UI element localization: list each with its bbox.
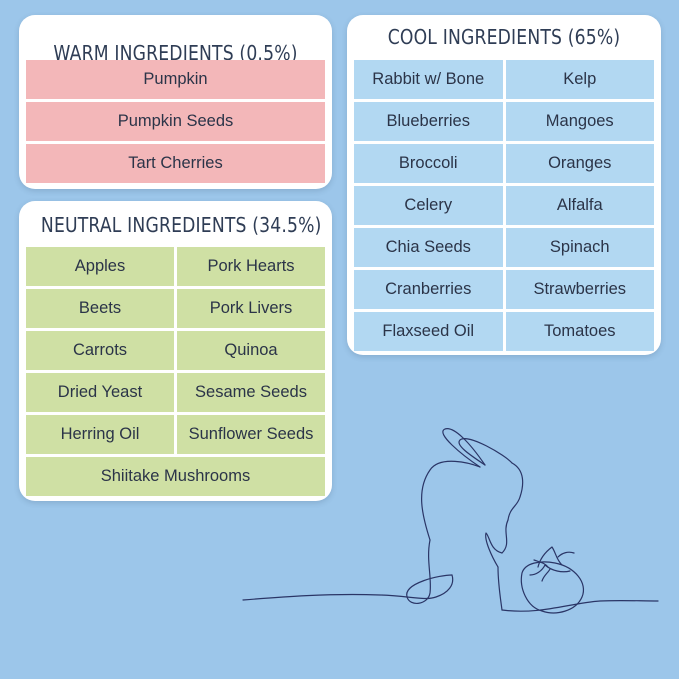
ingredient-cell: Alfalfa [505,186,654,225]
ingredient-cell: Oranges [505,144,654,183]
ingredient-cell: Sunflower Seeds [177,415,325,454]
ingredient-cell: Strawberries [505,270,654,309]
ingredient-cell: Tart Cherries [26,144,325,183]
cool-ingredients-card: COOL INGREDIENTS (65%) Rabbit w/ Bone Ke… [347,15,661,355]
warm-ingredients-list: Pumpkin Pumpkin Seeds Tart Cherries [26,60,325,183]
ingredient-cell: Apples [26,247,174,286]
ingredient-cell: Pork Hearts [177,247,325,286]
ingredient-cell: Herring Oil [26,415,174,454]
ingredient-cell: Broccoli [354,144,503,183]
neutral-ingredients-list: Apples Pork Hearts Beets Pork Livers Car… [26,247,325,496]
neutral-ingredients-card: NEUTRAL INGREDIENTS (34.5%) Apples Pork … [19,201,332,501]
ingredient-cell: Flaxseed Oil [354,312,503,351]
ingredient-cell: Beets [26,289,174,328]
ingredient-cell: Dried Yeast [26,373,174,412]
ingredient-cell: Celery [354,186,503,225]
ingredient-cell: Rabbit w/ Bone [354,60,503,99]
ingredient-cell: Blueberries [354,102,503,141]
ingredient-cell: Carrots [26,331,174,370]
ingredient-cell: Sesame Seeds [177,373,325,412]
ingredient-cell: Cranberries [354,270,503,309]
ingredient-cell: Pumpkin [26,60,325,99]
cool-ingredients-title: COOL INGREDIENTS (65%) [387,25,621,49]
ingredient-cell: Spinach [505,228,654,267]
neutral-ingredients-title: NEUTRAL INGREDIENTS (34.5%) [40,213,322,237]
rabbit-tomato-illustration-icon [242,428,659,614]
ingredient-cell: Pumpkin Seeds [26,102,325,141]
cool-ingredients-list: Rabbit w/ Bone Kelp Blueberries Mangoes … [354,60,654,351]
ingredient-cell: Shiitake Mushrooms [26,457,325,496]
ingredient-cell: Pork Livers [177,289,325,328]
ingredient-cell: Tomatoes [505,312,654,351]
ingredient-cell: Chia Seeds [354,228,503,267]
ingredient-cell: Kelp [505,60,654,99]
ingredient-cell: Mangoes [505,102,654,141]
ingredient-cell: Quinoa [177,331,325,370]
warm-ingredients-card: WARM INGREDIENTS (0.5%) Pumpkin Pumpkin … [19,15,332,189]
